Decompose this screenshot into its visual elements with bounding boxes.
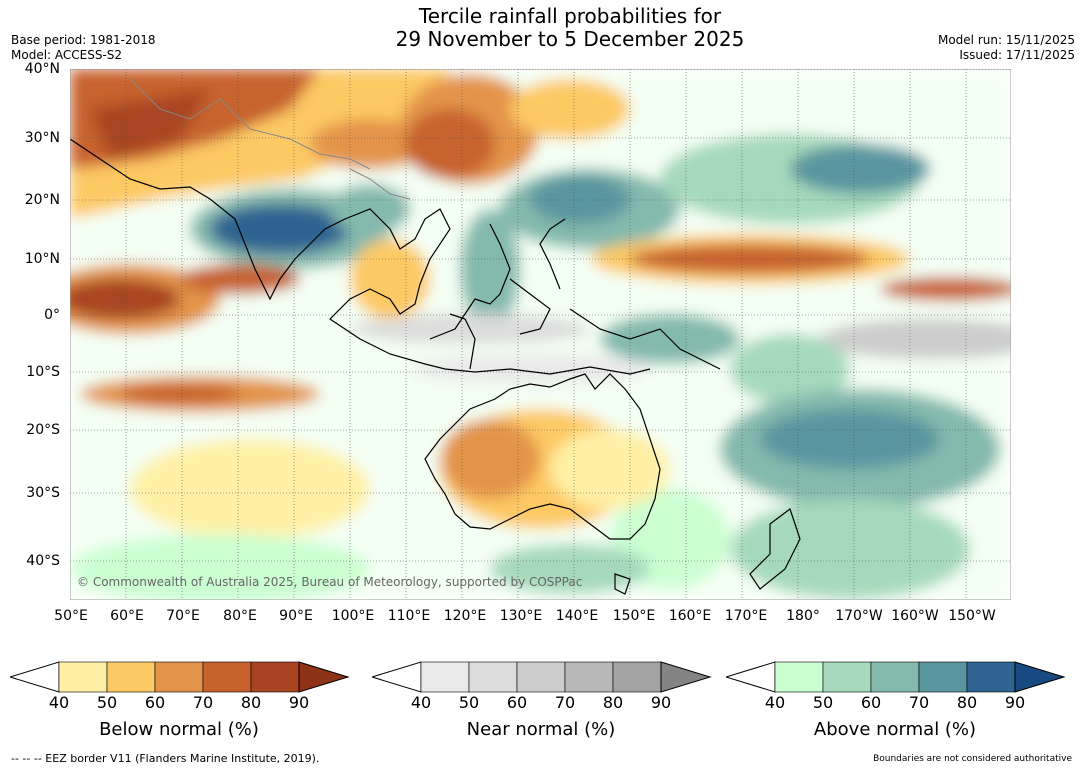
lat-label-equator: 0°	[44, 307, 60, 323]
probability-field	[70, 69, 1011, 600]
lat-label-10s: 10°S	[26, 364, 60, 380]
model-text: Model: ACCESS-S2	[11, 48, 123, 62]
colorbar-below-tick: 40	[48, 693, 70, 712]
lon-label-100e: 100°E	[331, 608, 375, 624]
lon-label-70e: 70°E	[166, 608, 200, 624]
lon-label-80e: 80°E	[223, 608, 257, 624]
colorbar-above-tick: 50	[812, 693, 834, 712]
lon-label-60e: 60°E	[110, 608, 144, 624]
colorbar-below-tick: 50	[96, 693, 118, 712]
colorbar-near-tick: 50	[458, 693, 480, 712]
probability-map	[70, 69, 1011, 600]
colorbar-near-tick: 90	[650, 693, 672, 712]
colorbar-near-tick: 80	[602, 693, 624, 712]
boundaries-disclaimer: Boundaries are not considered authoritat…	[873, 754, 1072, 764]
base-period-text: Base period: 1981-2018	[11, 33, 156, 47]
colorbar-near-tick: 60	[506, 693, 528, 712]
map-title-line-2: 29 November to 5 December 2025	[395, 27, 745, 51]
asia-interior-borders	[129, 78, 411, 200]
eez-border-note: -- -- -- EEZ border V11 (Flanders Marine…	[11, 752, 320, 765]
lon-label-110e: 110°E	[387, 608, 431, 624]
lat-label-10n: 10°N	[24, 251, 60, 267]
colorbar-below-tick: 80	[240, 693, 262, 712]
colorbar-near-normal	[372, 661, 712, 693]
colorbar-near-tick: 70	[554, 693, 576, 712]
lon-label-120e: 120°E	[443, 608, 487, 624]
lat-label-40n: 40°N	[24, 61, 60, 77]
lon-label-140e: 140°E	[555, 608, 599, 624]
lon-label-130e: 130°E	[499, 608, 543, 624]
lon-label-50e: 50°E	[54, 608, 88, 624]
lat-label-40s: 40°S	[26, 553, 60, 569]
colorbar-below-tick: 90	[288, 693, 310, 712]
lon-label-150w: 150°W	[948, 608, 996, 624]
lat-label-20n: 20°N	[24, 192, 60, 208]
colorbar-above-label: Above normal (%)	[813, 719, 977, 740]
map-title-line-1: Tercile rainfall probabilities for	[418, 4, 722, 28]
colorbar-near-tick: 40	[410, 693, 432, 712]
lat-label-30s: 30°S	[26, 485, 60, 501]
colorbar-above-tick: 70	[908, 693, 930, 712]
lon-label-160w: 160°W	[891, 608, 939, 624]
coastlines	[70, 138, 721, 375]
lon-label-150e: 150°E	[612, 608, 656, 624]
lon-label-160e: 160°E	[668, 608, 712, 624]
colorbar-below-label: Below normal (%)	[99, 719, 259, 740]
lat-label-30n: 30°N	[24, 130, 60, 146]
colorbar-below-tick: 60	[144, 693, 166, 712]
colorbar-above-tick: 40	[764, 693, 786, 712]
model-run-text: Model run: 15/11/2025	[937, 33, 1075, 47]
copyright-text: © Commonwealth of Australia 2025, Bureau…	[77, 575, 583, 589]
colorbar-above-tick: 80	[956, 693, 978, 712]
issued-date-text: Issued: 17/11/2025	[959, 48, 1075, 62]
colorbar-below-normal	[10, 661, 350, 693]
colorbar-above-normal	[726, 661, 1066, 693]
colorbar-above-tick: 90	[1004, 693, 1026, 712]
lon-label-180: 180°	[786, 608, 820, 624]
lon-label-90e: 90°E	[279, 608, 313, 624]
lon-label-170w: 170°W	[835, 608, 883, 624]
australia-coastline	[424, 373, 801, 595]
lon-label-170e: 170°E	[724, 608, 768, 624]
lat-label-20s: 20°S	[26, 422, 60, 438]
colorbar-above-tick: 60	[860, 693, 882, 712]
colorbar-near-label: Near normal (%)	[466, 719, 616, 740]
colorbar-below-tick: 70	[192, 693, 214, 712]
